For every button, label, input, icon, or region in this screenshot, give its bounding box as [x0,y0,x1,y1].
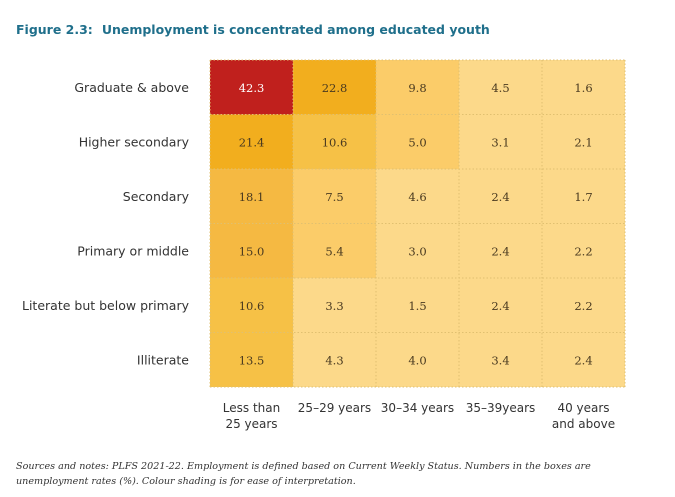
cell-value-label: 22.8 [322,81,348,95]
row-label: Higher secondary [79,134,190,149]
cell-value-label: 15.0 [239,244,265,258]
heatmap-cell [459,60,542,115]
heatmap-cell [210,169,293,224]
source-notes: Sources and notes: PLFS 2021-22. Employm… [16,461,591,487]
row-label: Primary or middle [77,243,189,258]
heatmap-cell [542,169,625,224]
heatmap-cell [542,278,625,333]
cell-value-label: 2.4 [574,353,592,367]
cell-value-label: 1.5 [408,299,426,313]
column-label: 25–29 years [298,401,371,415]
heatmap-cell [210,332,293,387]
cell-value-label: 1.7 [574,190,592,204]
heatmap-cell [376,223,459,278]
heatmap-cell [210,278,293,333]
cell-value-label: 21.4 [239,135,265,149]
cell-value-label: 9.8 [408,81,426,95]
cell-value-label: 5.0 [408,135,426,149]
cell-value-label: 4.6 [408,190,426,204]
cell-value-label: 4.3 [325,353,343,367]
heatmap-cell [542,114,625,169]
heatmap-cell [376,114,459,169]
figure-title: Figure 2.3: Unemployment is concentrated … [16,22,490,37]
heatmap-cell [376,332,459,387]
cell-value-label: 3.1 [491,135,509,149]
heatmap-cell [459,278,542,333]
cell-value-label: 3.4 [491,353,509,367]
cell-value-label: 13.5 [239,353,265,367]
cell-value-label: 3.0 [408,244,426,258]
heatmap-cell [293,114,376,169]
cell-value-label: 2.4 [491,244,509,258]
heatmap-cell [459,169,542,224]
cell-value-label: 7.5 [325,190,343,204]
heatmap-cell [542,332,625,387]
cell-value-label: 42.3 [239,81,265,95]
cell-value-label: 2.2 [574,244,592,258]
figure-title-text: Unemployment is concentrated among educa… [101,22,490,37]
heatmap-cell [293,332,376,387]
heatmap-cell [293,223,376,278]
row-label: Graduate & above [74,80,189,95]
heatmap-cell [293,60,376,115]
row-label: Secondary [123,189,190,204]
figure-number: Figure 2.3: [16,22,93,37]
cell-value-label: 10.6 [239,299,265,313]
heatmap-cell [542,60,625,115]
cell-value-label: 2.1 [574,135,592,149]
column-label: 35–39years [466,401,536,415]
heatmap-cell [210,223,293,278]
cell-value-label: 3.3 [325,299,343,313]
column-label: and above [552,417,615,431]
column-label: 40 years [557,401,609,415]
cell-value-label: 10.6 [322,135,348,149]
cell-value-label: 2.2 [574,299,592,313]
column-label: 30–34 years [381,401,454,415]
cell-value-label: 2.4 [491,190,509,204]
heatmap-cell [376,278,459,333]
heatmap-cell [459,332,542,387]
column-label: Less than [223,401,280,415]
heatmap-cell [376,60,459,115]
cell-value-label: 4.5 [491,81,509,95]
cell-value-label: 2.4 [491,299,509,313]
heatmap-cell [542,223,625,278]
cell-value-label: 18.1 [239,190,265,204]
row-label: Illiterate [137,352,189,367]
heatmap-cell [293,169,376,224]
heatmap-cell [293,278,376,333]
column-label: 25 years [225,417,277,431]
cell-value-label: 4.0 [408,353,426,367]
heatmap-cell [376,169,459,224]
row-label: Literate but below primary [22,298,190,313]
heatmap-cell [459,114,542,169]
cell-value-label: 5.4 [325,244,343,258]
heatmap-chart: 42.3 22.8 9.8 4.5 1.6 21.4 10.6 5.0 3.1 2.1 18.1 7.… [22,59,626,431]
heatmap-cell [210,114,293,169]
cell-value-label: 1.6 [574,81,592,95]
heatmap-cell [459,223,542,278]
heatmap-cell [210,60,293,115]
